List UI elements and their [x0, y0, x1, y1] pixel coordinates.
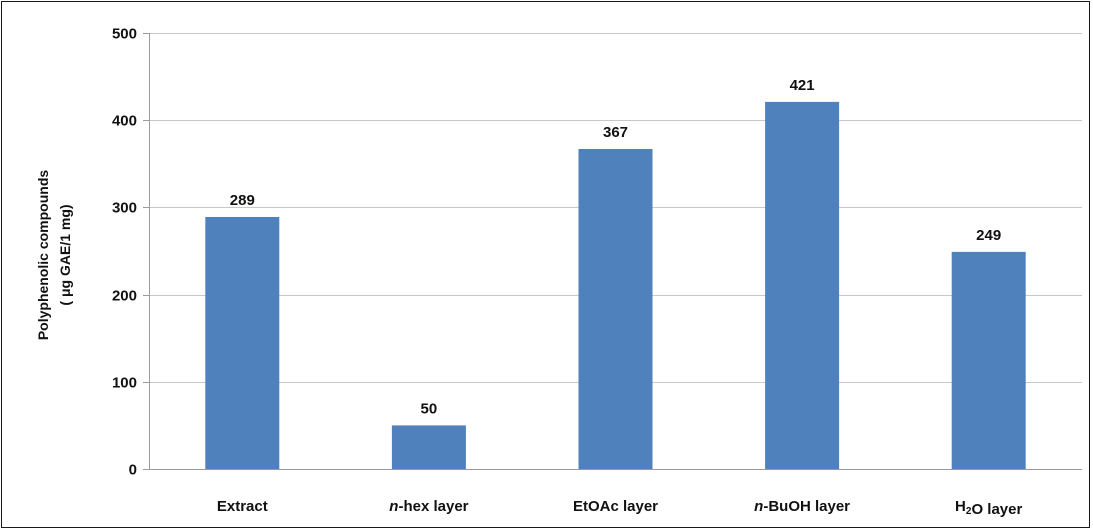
data-label: 367 [603, 124, 628, 141]
category-label-part: n [389, 498, 398, 515]
y-axis-ticks: 0 100 200 300 400 500 [112, 26, 137, 479]
category-label: n-hex layer [389, 498, 468, 515]
bar [765, 101, 840, 469]
y-axis-title-line: ( μg GAE/1 mg) [57, 204, 73, 305]
y-axis-title: Polyphenolic compounds ( μg GAE/1 mg) [35, 170, 73, 341]
bar [391, 425, 466, 469]
bar [578, 148, 653, 469]
y-axis-title: Polyphenolic compounds ( μg GAE/1 mg) [35, 170, 73, 341]
category-label: H2O layer [955, 498, 1022, 518]
bars [205, 101, 1026, 469]
y-tick-label: 200 [112, 288, 137, 305]
y-tick-label: 0 [129, 462, 137, 479]
x-axis-categories: Extract n-hex layer EtOAc layer n-BuOH laye… [217, 498, 1023, 518]
category-label: n-BuOH layer [754, 498, 850, 515]
data-labels: 289 50 367 421 249 [230, 77, 1001, 418]
category-label-part: Extract [217, 498, 268, 515]
y-axis-title-line: Polyphenolic compounds [35, 170, 51, 341]
data-label: 421 [790, 77, 815, 94]
bar [951, 251, 1026, 469]
category-label-part: 2 [966, 506, 972, 517]
category-label: EtOAc layer [573, 498, 658, 515]
y-tick-label: 500 [112, 26, 137, 43]
category-label-part: -BuOH layer [763, 498, 850, 515]
bar [205, 216, 280, 469]
data-label: 289 [230, 192, 255, 209]
category-label: Extract [217, 498, 268, 515]
data-label: 50 [421, 400, 438, 417]
y-tick-label: 300 [112, 200, 137, 217]
category-label-part: H [955, 498, 966, 515]
category-label-part: -hex layer [398, 498, 468, 515]
y-tick-label: 400 [112, 113, 137, 130]
category-label-part: n [754, 498, 763, 515]
category-label-part: EtOAc layer [573, 498, 658, 515]
y-tick-label: 100 [112, 375, 137, 392]
data-label: 249 [976, 227, 1001, 244]
category-label-part: O layer [971, 501, 1022, 518]
